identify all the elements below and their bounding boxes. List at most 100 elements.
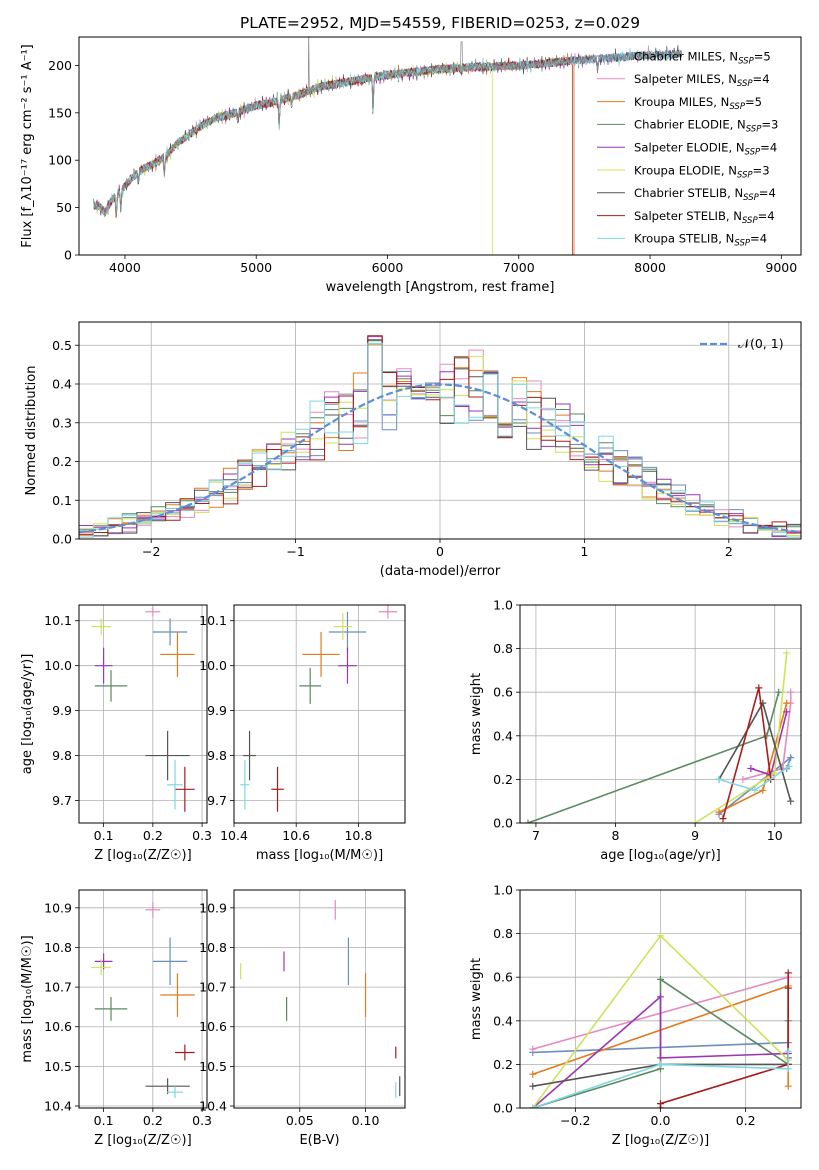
y-tick-label: 1.0 — [493, 598, 513, 613]
legend-subscript: SSP — [734, 239, 750, 249]
x-tick-label: 6000 — [372, 260, 404, 275]
weight-marker — [783, 649, 791, 657]
age-vs-mass-panel: 10.4 10.6 10.8 9.7 9.8 9.9 10.0 10.1 mass [log₁₀… — [199, 604, 406, 863]
x-tick-label: 10.4 — [220, 828, 248, 843]
grid — [234, 890, 405, 1108]
plot-area — [91, 607, 195, 812]
axes-frame — [233, 604, 406, 824]
y-tick-label: 10.4 — [199, 1099, 227, 1114]
x-tick-label: 10 — [767, 828, 783, 843]
errorbar-point — [94, 670, 128, 702]
weight-series-line — [527, 691, 780, 823]
x-tick-label: −1 — [286, 544, 304, 559]
weight-marker — [784, 969, 792, 977]
x-tick-label: 0.10 — [352, 1113, 380, 1128]
ticks: −0.2 0.0 0.2 0.0 0.2 0.4 0.6 0.8 1.0 — [493, 883, 755, 1129]
legend-value: =3 — [753, 163, 770, 177]
age-vs-metallicity-panel: 0.1 0.2 0.3 9.7 9.8 9.9 10.0 10.1 Z [log₁₀(Z/Z☉)… — [20, 604, 212, 863]
figure-title: PLATE=2952, MJD=54559, FIBERID=0253, z=0… — [240, 14, 640, 32]
x-tick-label: 0.0 — [651, 1113, 671, 1128]
weight-marker — [784, 1082, 792, 1090]
axes-frame — [519, 604, 802, 824]
x-axis-label: wavelength [Angstrom, rest frame] — [326, 280, 555, 295]
errorbar-point — [271, 766, 284, 812]
errorbar-point — [175, 1044, 195, 1061]
x-tick-label: 5000 — [240, 260, 272, 275]
plot-area — [524, 649, 795, 823]
mass-vs-metallicity-panel: 0.1 0.2 0.3 10.4 10.5 10.6 10.7 10.8 10.9 Z [log₁… — [20, 889, 212, 1148]
errorbar-point — [328, 611, 367, 653]
x-tick-label: 0.1 — [94, 828, 114, 843]
y-axis-label: Normed distribution — [24, 366, 39, 496]
weight-marker — [657, 1060, 664, 1068]
weight-marker — [787, 688, 795, 696]
legend-subscript: SSP — [743, 193, 759, 203]
y-tick-label: 0.6 — [493, 685, 513, 700]
legend-value: =4 — [758, 209, 775, 223]
x-tick-label: 0.3 — [192, 828, 212, 843]
plot-area — [93, 37, 682, 255]
errorbar-point — [94, 997, 128, 1021]
x-tick-label: 10.6 — [282, 828, 310, 843]
errorbar-point — [175, 766, 195, 812]
errorbar-point — [333, 613, 353, 641]
legend-label: Salpeter ELODIE, NSSP=4 — [634, 141, 777, 158]
x-tick-label: −0.2 — [560, 1113, 590, 1128]
y-tick-label: 0.0 — [52, 532, 72, 547]
weight-marker — [529, 1045, 537, 1053]
ticks: 0.05 0.10 10.4 10.5 10.6 10.7 10.8 10.9 — [199, 900, 379, 1128]
ticks: 4000 5000 6000 7000 8000 9000 0 50 100 150 200 — [48, 58, 797, 275]
errorbar-point — [160, 631, 195, 677]
weight-marker — [657, 1100, 664, 1108]
x-tick-label: 0.05 — [286, 1113, 314, 1128]
errorbar-point — [302, 631, 340, 677]
errorbar-point — [145, 607, 161, 617]
legend-value: =4 — [753, 72, 770, 86]
axes-frame — [519, 889, 802, 1109]
spectrum-model-line — [93, 61, 493, 255]
errorbar-point — [299, 667, 322, 704]
y-tick-label: 10.1 — [44, 613, 72, 628]
errorbar-point — [152, 618, 188, 646]
weight-marker — [751, 786, 759, 794]
y-tick-label: 0.2 — [52, 454, 72, 469]
x-tick-label: 4000 — [109, 260, 141, 275]
weight-marker — [755, 684, 763, 692]
y-tick-label: 10.8 — [199, 940, 227, 955]
errorbar-point — [167, 1086, 183, 1099]
y-tick-label: 10.1 — [199, 613, 227, 628]
y-tick-label: 1.0 — [493, 883, 513, 898]
y-tick-label: 0.4 — [493, 728, 513, 743]
legend-subscript: SSP — [729, 102, 745, 112]
x-tick-label: 0 — [436, 544, 444, 559]
legend-value: =5 — [754, 49, 771, 63]
legend-label: Salpeter MILES, NSSP=4 — [634, 72, 770, 89]
y-tick-label: 9.7 — [52, 793, 72, 808]
spectrum-observed-line — [93, 37, 682, 217]
legend-value: =3 — [761, 118, 778, 132]
grid — [520, 604, 801, 824]
legend-label: Chabrier MILES, NSSP=5 — [634, 49, 771, 66]
legend-subscript: SSP — [737, 79, 753, 89]
weight-marker — [787, 797, 795, 805]
y-tick-label: 0.0 — [493, 816, 513, 831]
legend-label: Chabrier STELIB, NSSP=4 — [634, 186, 776, 203]
weight-series-line — [742, 692, 792, 781]
x-tick-label: 9 — [691, 828, 699, 843]
y-tick-label: 10.4 — [44, 1099, 72, 1114]
weight-marker — [747, 765, 755, 772]
errorbar-point — [160, 973, 195, 1017]
x-tick-label: 2 — [725, 544, 733, 559]
weight-marker — [719, 815, 727, 823]
y-tick-label: 10.7 — [199, 980, 227, 995]
residual-histogram-panel: −2 −1 0 1 2 0.0 0.1 0.2 0.3 0.4 0.5 (data-model)/er… — [24, 321, 802, 579]
mass-vs-extinction-panel: 0.05 0.10 10.4 10.5 10.6 10.7 10.8 10.9 E(B-V) — [199, 889, 406, 1148]
weight-marker — [783, 708, 791, 716]
weight-marker — [783, 699, 791, 707]
x-axis-label: E(B-V) — [299, 1133, 339, 1148]
y-tick-label: 0.4 — [52, 377, 72, 392]
errorbar-point — [91, 959, 111, 976]
ticks: 10.4 10.6 10.8 9.7 9.8 9.9 10.0 10.1 — [199, 613, 372, 843]
legend-subscript: SSP — [738, 56, 754, 66]
